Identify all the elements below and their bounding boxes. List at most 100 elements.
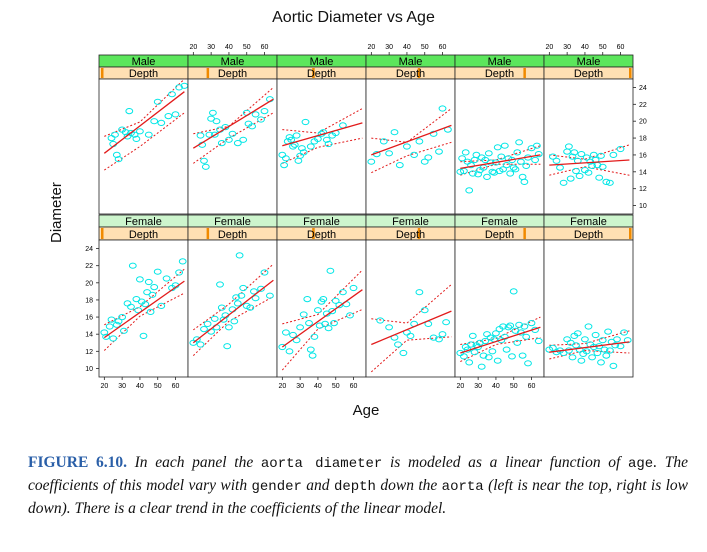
- data-point: [237, 292, 246, 299]
- data-point: [385, 324, 394, 331]
- x-bottom-tick-label: 60: [172, 383, 180, 390]
- data-point: [308, 352, 317, 359]
- panel-frame: [276, 78, 367, 215]
- data-point: [474, 343, 483, 351]
- data-point: [442, 319, 451, 326]
- data-point: [572, 342, 580, 349]
- data-point: [549, 344, 557, 351]
- data-point: [584, 169, 593, 176]
- data-point: [552, 157, 561, 164]
- data-point: [299, 311, 308, 318]
- x-bottom-tick-label: 50: [510, 383, 518, 390]
- data-point: [233, 140, 242, 147]
- depth-level-marker: [629, 68, 632, 78]
- data-point: [209, 109, 217, 116]
- data-point: [102, 333, 110, 340]
- depth-level-marker: [312, 228, 315, 239]
- data-point: [298, 145, 306, 152]
- y-right-tick-label: 24: [639, 85, 647, 92]
- data-point: [620, 329, 628, 336]
- data-point: [598, 337, 607, 344]
- data-point: [203, 320, 212, 327]
- data-point: [470, 349, 479, 356]
- y-right-tick-label: 12: [639, 186, 647, 193]
- data-point: [157, 302, 166, 309]
- data-point: [581, 336, 589, 343]
- data-point: [488, 348, 497, 355]
- data-point: [306, 346, 315, 353]
- data-point: [606, 179, 614, 186]
- data-point: [597, 152, 605, 159]
- regression-fit-line: [371, 310, 452, 346]
- x-bottom-tick-label: 40: [136, 383, 144, 390]
- data-point: [591, 331, 600, 339]
- data-point: [217, 140, 226, 147]
- caption-code-5: aorta: [441, 479, 484, 495]
- data-point: [511, 166, 520, 173]
- data-point: [248, 123, 257, 130]
- data-point: [235, 252, 244, 259]
- data-point: [205, 131, 214, 138]
- y-left-tick-label: 18: [85, 297, 93, 304]
- data-point: [282, 329, 290, 336]
- caption-code-2: age: [627, 456, 654, 472]
- x-bottom-tick-label: 30: [118, 383, 126, 390]
- data-point: [225, 324, 233, 331]
- x-bottom-tick-label: 30: [474, 383, 482, 390]
- data-point: [565, 143, 573, 150]
- panel-frame: [98, 239, 189, 378]
- data-point: [146, 308, 155, 315]
- data-point: [301, 118, 310, 126]
- data-point: [582, 348, 591, 355]
- data-point: [513, 149, 522, 156]
- data-point: [150, 284, 159, 291]
- data-point: [125, 108, 134, 115]
- gender-strip-label: Female: [481, 216, 518, 228]
- data-point: [399, 349, 408, 357]
- data-point: [531, 156, 539, 164]
- data-point: [331, 297, 340, 304]
- caption-code-3: gender: [251, 479, 302, 495]
- figure-caption: FIGURE 6.10. In each panel the aorta dia…: [28, 452, 688, 519]
- data-point: [153, 98, 162, 105]
- confidence-band-upper: [104, 78, 185, 137]
- x-bottom-tick-label: 40: [492, 383, 500, 390]
- data-point: [251, 111, 260, 118]
- depth-level-marker: [417, 68, 421, 78]
- data-point: [508, 353, 516, 360]
- data-point: [136, 128, 144, 135]
- data-point: [611, 342, 620, 349]
- data-point: [250, 288, 258, 295]
- x-bottom-tick-label: 50: [332, 383, 340, 390]
- data-point: [120, 327, 128, 334]
- data-point: [577, 357, 586, 364]
- data-point: [483, 173, 491, 180]
- data-point: [216, 281, 224, 288]
- depth-strip-label: Depth: [307, 229, 336, 241]
- data-point: [606, 347, 614, 354]
- data-point: [616, 145, 625, 153]
- data-point: [132, 135, 141, 142]
- caption-text-3: . The coefficients of this model vary wi…: [28, 454, 689, 494]
- data-point: [232, 294, 241, 301]
- data-point: [282, 155, 290, 162]
- data-point: [230, 318, 239, 325]
- depth-level-marker: [312, 68, 315, 78]
- data-point: [314, 307, 322, 314]
- data-point: [513, 339, 522, 346]
- x-top-tick-label: 40: [403, 44, 411, 51]
- data-point: [150, 118, 159, 125]
- data-point: [328, 308, 337, 315]
- x-bottom-tick-label: 60: [528, 383, 536, 390]
- data-point: [112, 151, 121, 158]
- x-top-tick-label: 50: [243, 44, 251, 51]
- data-point: [559, 179, 568, 186]
- data-point: [289, 143, 297, 150]
- caption-text-2: is modeled as a linear function of: [382, 454, 628, 471]
- data-point: [481, 337, 490, 345]
- data-point: [233, 300, 242, 307]
- data-point: [200, 157, 208, 164]
